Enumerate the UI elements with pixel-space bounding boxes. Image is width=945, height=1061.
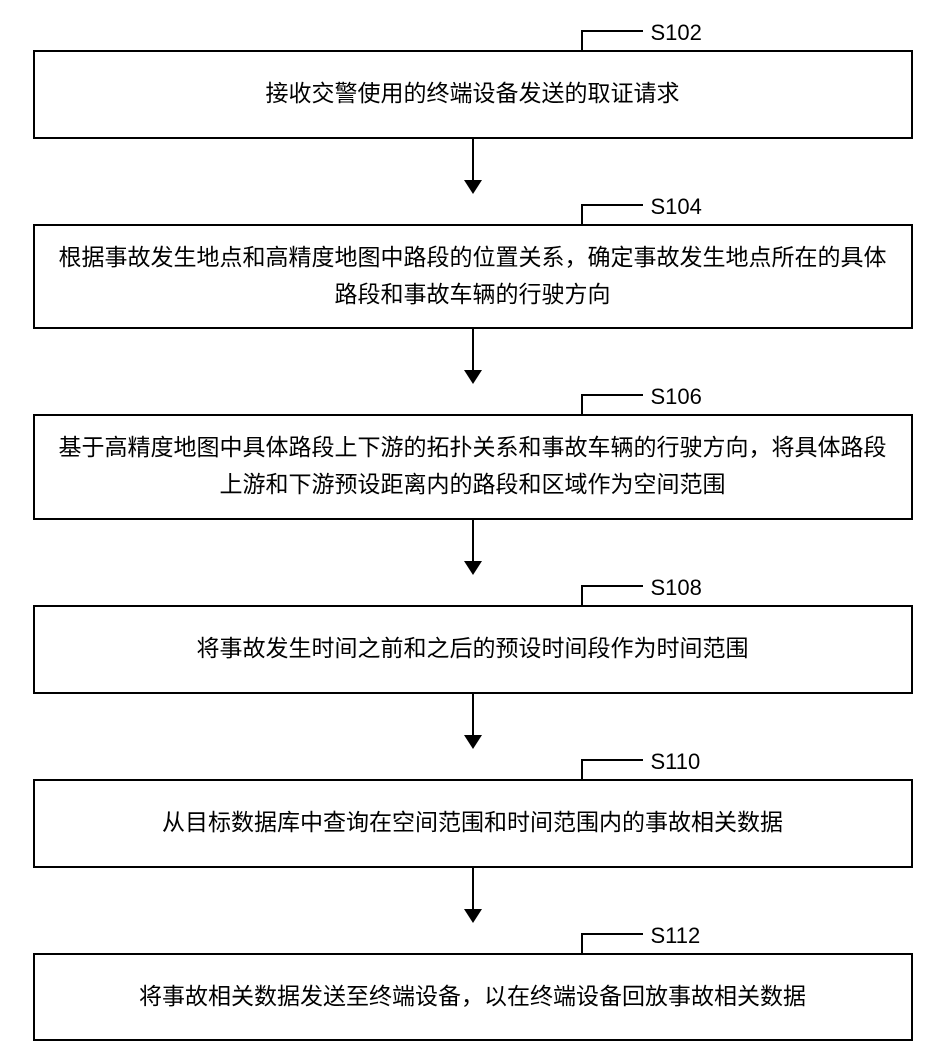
step-box: 从目标数据库中查询在空间范围和时间范围内的事故相关数据 (33, 779, 913, 868)
label-connector (581, 585, 643, 607)
step-label-row: S112 (23, 923, 923, 953)
step-s106: S106 基于高精度地图中具体路段上下游的拓扑关系和事故车辆的行驶方向，将具体路… (23, 384, 923, 520)
flow-arrow (464, 520, 482, 575)
step-label-row: S106 (23, 384, 923, 414)
label-connector (581, 933, 643, 955)
label-connector (581, 394, 643, 416)
label-connector (581, 204, 643, 226)
step-s112: S112 将事故相关数据发送至终端设备，以在终端设备回放事故相关数据 (23, 923, 923, 1042)
flow-arrow (464, 139, 482, 194)
step-box: 将事故发生时间之前和之后的预设时间段作为时间范围 (33, 605, 913, 694)
flowchart-container: S102 接收交警使用的终端设备发送的取证请求 S104 根据事故发生地点和高精… (23, 20, 923, 1041)
step-s110: S110 从目标数据库中查询在空间范围和时间范围内的事故相关数据 (23, 749, 923, 868)
step-label-row: S110 (23, 749, 923, 779)
step-box: 根据事故发生地点和高精度地图中路段的位置关系，确定事故发生地点所在的具体路段和事… (33, 224, 913, 330)
step-s104: S104 根据事故发生地点和高精度地图中路段的位置关系，确定事故发生地点所在的具… (23, 194, 923, 330)
step-id-label: S104 (651, 194, 702, 220)
label-connector (581, 759, 643, 781)
label-connector (581, 30, 643, 52)
step-id-label: S108 (651, 575, 702, 601)
step-id-label: S102 (651, 20, 702, 46)
step-s102: S102 接收交警使用的终端设备发送的取证请求 (23, 20, 923, 139)
step-label-row: S108 (23, 575, 923, 605)
step-box: 将事故相关数据发送至终端设备，以在终端设备回放事故相关数据 (33, 953, 913, 1042)
flow-arrow (464, 868, 482, 923)
step-id-label: S106 (651, 384, 702, 410)
step-id-label: S110 (651, 749, 701, 775)
step-box: 接收交警使用的终端设备发送的取证请求 (33, 50, 913, 139)
flow-arrow (464, 694, 482, 749)
step-label-row: S102 (23, 20, 923, 50)
step-id-label: S112 (651, 923, 701, 949)
step-box: 基于高精度地图中具体路段上下游的拓扑关系和事故车辆的行驶方向，将具体路段上游和下… (33, 414, 913, 520)
step-s108: S108 将事故发生时间之前和之后的预设时间段作为时间范围 (23, 575, 923, 694)
step-label-row: S104 (23, 194, 923, 224)
flow-arrow (464, 329, 482, 384)
